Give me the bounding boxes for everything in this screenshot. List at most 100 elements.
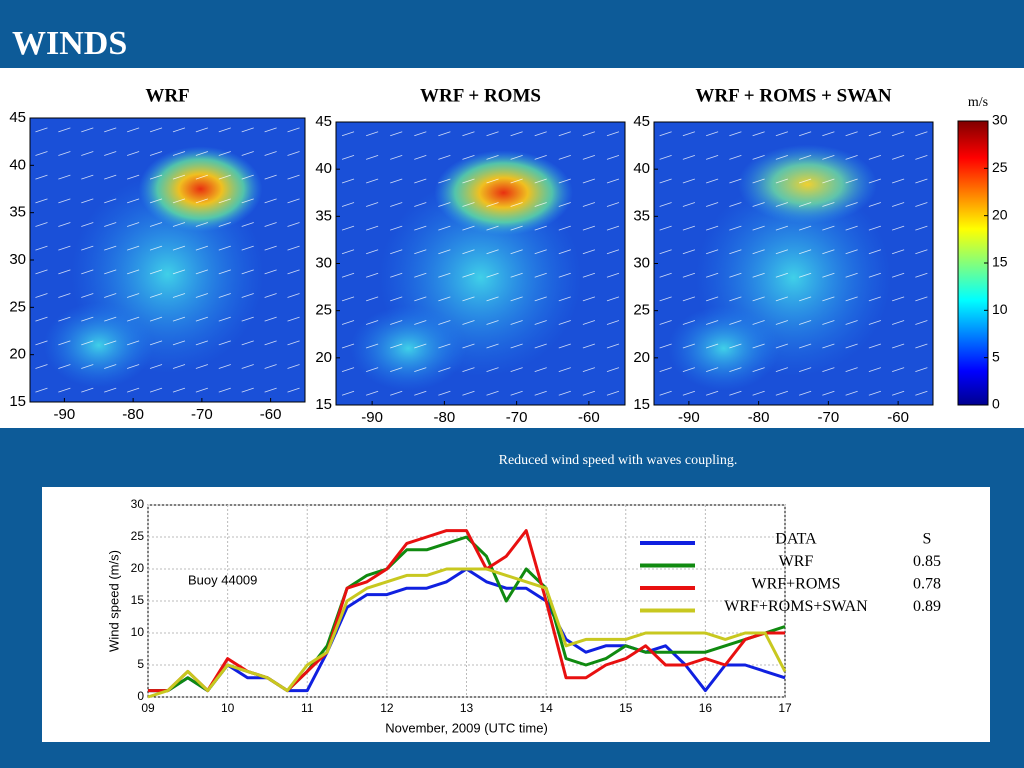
colorbar-tick-label: 30 [992, 112, 1008, 128]
wind-arrow [149, 269, 163, 275]
y-tick-label: 45 [633, 113, 650, 130]
wind-arrow [510, 249, 523, 255]
y-tick-label: 45 [315, 113, 332, 130]
annotation: Buoy 44009 [188, 572, 257, 587]
wind-arrow [891, 296, 905, 302]
wind-arrow [149, 316, 163, 322]
wind-arrow [705, 390, 719, 396]
wind-arrow [172, 174, 186, 180]
wind-arrow [126, 269, 140, 275]
wind-arrow [414, 272, 427, 278]
wind-arrow [390, 154, 403, 160]
wind-arrow [558, 225, 571, 231]
wind-arrow [241, 174, 254, 180]
wind-arrow [558, 272, 571, 278]
wind-arrow [126, 151, 140, 156]
wind-arrow [287, 151, 300, 156]
wind-arrow [341, 343, 355, 349]
wind-arrow [729, 343, 742, 349]
wind-arrow [58, 293, 71, 298]
wind-arrow [365, 343, 379, 349]
wind-arrow [486, 225, 499, 231]
wind-arrow [414, 296, 427, 302]
wind-arrow [58, 364, 71, 369]
wind-arrow [365, 367, 379, 373]
y-tick-label: 40 [9, 156, 26, 173]
wind-arrow [35, 269, 48, 275]
wind-arrow [149, 151, 163, 156]
wind-arrow [798, 390, 812, 396]
colorbar-unit: m/s [968, 95, 988, 110]
wind-arrow [775, 296, 789, 302]
wind-arrow [414, 225, 427, 231]
legend-label: WRF [779, 553, 814, 570]
wind-arrow [365, 296, 379, 302]
wind-arrow [172, 269, 186, 275]
wind-arrow [558, 178, 571, 184]
wind-arrow [775, 272, 789, 278]
wind-arrow [868, 320, 882, 325]
x-tick-label: 10 [221, 701, 235, 715]
wind-arrow [845, 178, 858, 184]
wind-arrow [798, 249, 812, 255]
wind-arrow [752, 296, 765, 302]
wind-arrow [891, 249, 905, 255]
wind-arrow [534, 390, 547, 396]
wind-arrow [822, 272, 835, 278]
wind-arrow [868, 202, 882, 207]
wind-arrow [752, 390, 765, 396]
wind-arrow [606, 367, 620, 373]
wind-arrow [126, 127, 140, 133]
wind-arrow [414, 320, 427, 325]
wind-arrow [438, 367, 451, 373]
wind-arrow [287, 293, 300, 298]
wind-arrow [104, 293, 117, 298]
wind-arrow [241, 269, 254, 275]
wind-arrow [558, 320, 571, 325]
wind-core [138, 146, 263, 232]
wind-arrow [534, 272, 547, 278]
wind-arrow [682, 225, 696, 231]
wind-arrow [149, 364, 163, 369]
wind-arrow [126, 316, 140, 322]
colorbar [957, 120, 989, 406]
wind-arrow [462, 343, 475, 349]
wind-arrow [486, 296, 499, 302]
x-tick-label: -60 [578, 409, 600, 426]
wind-arrow [365, 131, 379, 137]
wind-arrow [868, 131, 882, 137]
wind-arrow [104, 198, 117, 204]
wind-arrow [126, 387, 140, 393]
wind-arrow [606, 320, 620, 325]
wind-arrow [264, 174, 277, 180]
x-tick-label: 11 [301, 701, 314, 715]
wind-arrow [534, 367, 547, 373]
wind-arrow [58, 340, 71, 346]
wind-arrow [81, 293, 94, 298]
wind-arrow [822, 131, 835, 137]
wind-arrow [81, 269, 94, 275]
wind-arrow [414, 202, 427, 207]
wind-arrow [81, 245, 94, 251]
wind-arrow [798, 202, 812, 207]
wind-arrow [798, 154, 812, 160]
wind-arrow [241, 151, 254, 156]
wind-arrow [868, 272, 882, 278]
wind-arrow [241, 340, 254, 346]
y-tick-label: 30 [633, 254, 650, 271]
x-tick-label: 15 [619, 701, 633, 715]
wind-arrow [915, 320, 928, 325]
wind-arrow [462, 249, 475, 255]
wind-arrow [365, 154, 379, 160]
wind-arrow [462, 272, 475, 278]
y-tick-label: 35 [315, 207, 332, 224]
wind-arrow [390, 225, 403, 231]
slide-title: WINDS [12, 25, 127, 62]
wind-arrow [195, 222, 209, 227]
wind-arrow [462, 131, 475, 137]
wind-field [350, 305, 467, 391]
wind-arrow [462, 225, 475, 231]
wind-arrow [264, 222, 277, 227]
wind-arrow [81, 316, 94, 322]
wind-arrow [845, 390, 858, 396]
